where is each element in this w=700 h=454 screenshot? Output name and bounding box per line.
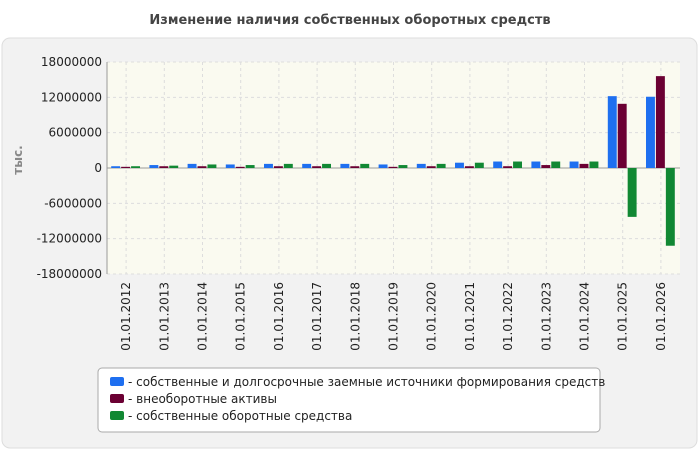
x-tick-label: 01.01.2021 <box>463 282 477 351</box>
x-tick-label: 01.01.2015 <box>234 282 248 351</box>
bar <box>474 162 484 168</box>
x-tick-label: 01.01.2016 <box>272 282 286 351</box>
bar <box>111 166 121 168</box>
bar <box>541 165 551 168</box>
bar <box>264 163 273 168</box>
x-tick-label: 01.01.2013 <box>157 282 171 351</box>
bar <box>455 162 464 168</box>
chart-title: Изменение наличия собственных оборотных … <box>149 13 550 28</box>
bar <box>655 76 665 168</box>
x-tick-label: 01.01.2020 <box>425 282 439 351</box>
legend-label: - собственные и долгосрочные заемные ист… <box>128 375 605 389</box>
bar <box>436 163 446 168</box>
x-tick-label: 01.01.2019 <box>387 282 401 351</box>
y-tick-label: -12000000 <box>37 232 102 246</box>
bar <box>493 161 503 168</box>
bar <box>646 96 655 168</box>
bar <box>121 166 131 168</box>
legend-label: - собственные оборотные средства <box>128 409 352 423</box>
y-tick-label: 0 <box>94 161 102 175</box>
legend-label: - внеоборотные активы <box>128 392 277 406</box>
y-tick-label: 18000000 <box>41 55 102 69</box>
bar <box>665 168 675 246</box>
bar <box>283 163 293 168</box>
legend-swatch <box>110 411 124 420</box>
bar <box>207 164 217 168</box>
bar <box>312 166 322 168</box>
bar <box>627 168 637 217</box>
bar <box>388 166 398 168</box>
bar <box>503 166 513 168</box>
bar <box>187 163 197 168</box>
bar <box>398 165 408 168</box>
x-tick-label: 01.01.2012 <box>119 282 133 351</box>
bar <box>273 166 283 168</box>
x-tick-label: 01.01.2024 <box>578 282 592 351</box>
bar <box>225 164 235 168</box>
bar <box>589 161 599 168</box>
y-tick-label: -18000000 <box>37 267 102 281</box>
bar <box>607 96 617 168</box>
bar <box>149 165 159 168</box>
x-tick-label: 01.01.2017 <box>310 282 324 351</box>
x-tick-label: 01.01.2023 <box>539 282 553 351</box>
bar <box>131 166 140 168</box>
bar <box>159 166 169 168</box>
x-tick-label: 01.01.2025 <box>616 282 630 351</box>
y-tick-label: -6000000 <box>44 196 102 210</box>
bar <box>302 163 312 168</box>
bar <box>579 163 589 168</box>
bar <box>197 166 207 168</box>
y-tick-label: 6000000 <box>49 126 102 140</box>
x-tick-label: 01.01.2026 <box>654 282 668 351</box>
bar <box>360 163 370 168</box>
bar <box>569 161 579 168</box>
x-tick-label: 01.01.2018 <box>348 282 362 351</box>
bar <box>235 166 245 168</box>
x-tick-label: 01.01.2014 <box>196 282 210 351</box>
bar <box>378 164 388 168</box>
y-axis-label: тыс. <box>11 145 25 174</box>
bar <box>464 166 474 168</box>
bar <box>513 161 522 168</box>
bar <box>416 163 426 168</box>
bar <box>617 103 627 168</box>
legend <box>97 367 601 433</box>
bar <box>531 161 541 168</box>
bar <box>340 163 350 168</box>
bar <box>426 166 436 168</box>
y-tick-label: 12000000 <box>41 90 102 104</box>
x-tick-label: 01.01.2022 <box>501 282 515 351</box>
legend-swatch <box>110 394 124 403</box>
bar <box>322 163 331 168</box>
bar <box>350 166 360 168</box>
bar <box>551 161 561 168</box>
bar <box>169 165 179 168</box>
bar <box>245 165 255 168</box>
legend-swatch <box>110 377 124 386</box>
